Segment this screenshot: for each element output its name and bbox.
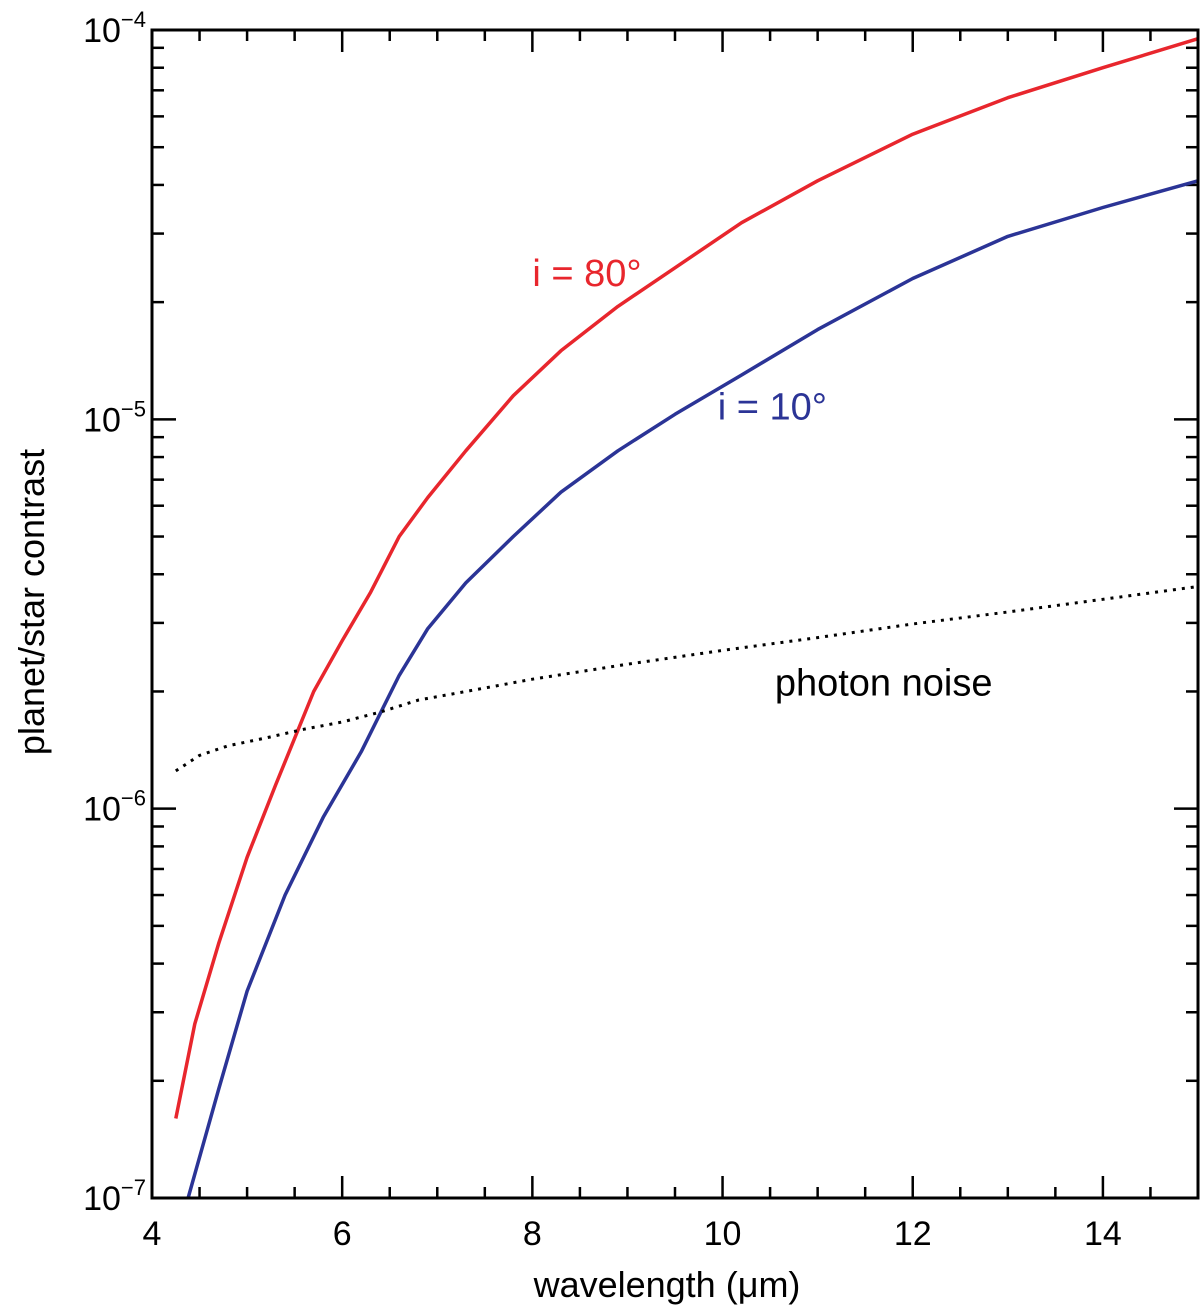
x-tick-label: 14	[1084, 1215, 1122, 1253]
y-tick-label: 10−4	[83, 7, 146, 50]
annotations: i = 80° i = 10° photon noise	[532, 253, 992, 705]
annotation-1: i = 10°	[718, 386, 827, 428]
x-tick-label: 4	[143, 1215, 162, 1253]
series-line-0	[174, 37, 1199, 1119]
x-tick-label: 12	[894, 1215, 932, 1253]
y-tick-label: 10−5	[83, 396, 146, 439]
x-tick-label: 8	[523, 1215, 542, 1253]
y-tick-label: 10−6	[83, 786, 146, 829]
x-axis-title: wavelength (μm)	[533, 1264, 801, 1305]
y-axis-title: planet/star contrast	[11, 449, 52, 755]
axis-ticks	[150, 28, 1198, 1200]
plot-frame	[150, 28, 1200, 1200]
x-tick-label: 10	[704, 1215, 742, 1253]
tick-labels: 4 6 8 10 12 14 10−7 10−6 10−5 10−4	[83, 7, 1122, 1253]
series-line-1	[186, 179, 1199, 1199]
x-tick-label: 6	[333, 1215, 352, 1253]
annotation-2: photon noise	[775, 663, 993, 705]
annotation-0: i = 80°	[532, 253, 641, 295]
series-line-2	[174, 585, 1199, 773]
y-tick-label: 10−7	[83, 1175, 146, 1218]
series-layer	[174, 37, 1199, 1199]
